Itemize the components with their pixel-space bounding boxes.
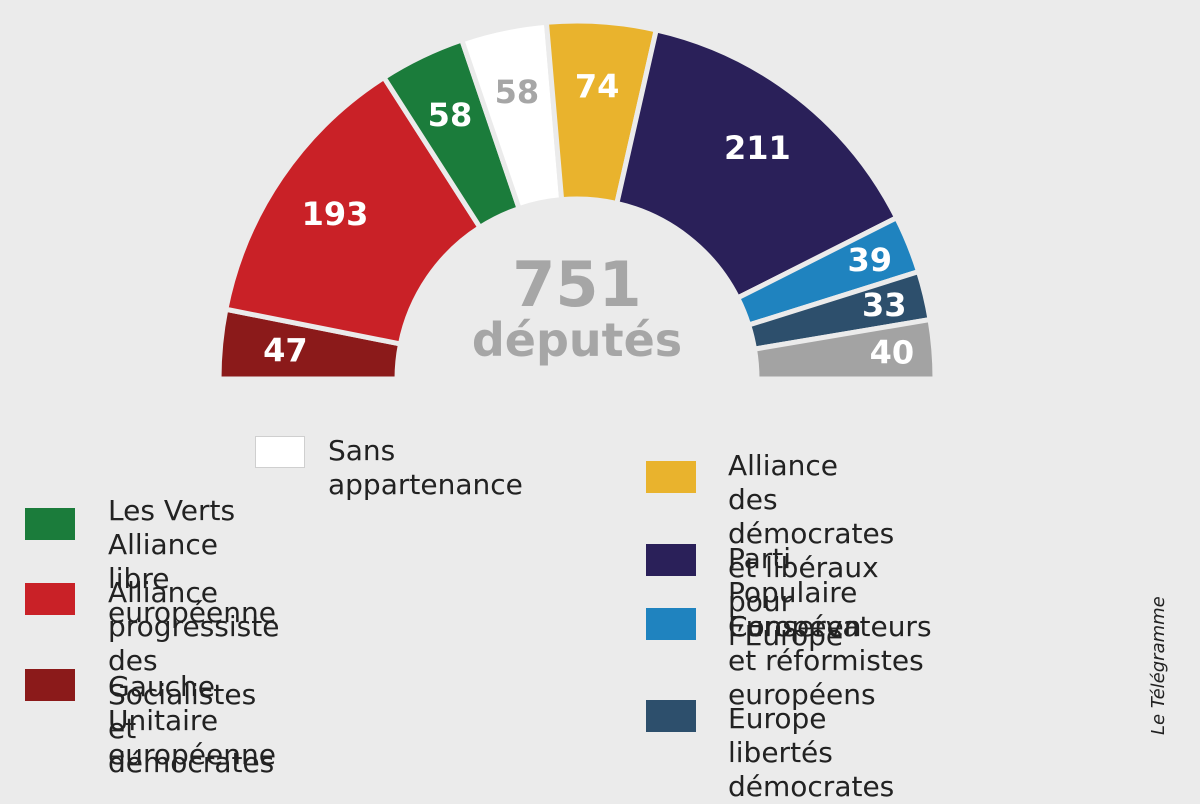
legend-swatch-sans-appartenance — [255, 436, 305, 468]
hemicycle-segment-value: 58 — [428, 96, 473, 134]
hemicycle-segment-value: 58 — [495, 73, 540, 111]
total-value: 751 — [512, 248, 641, 321]
hemicycle-chart: 47 193 58 58 74 211 39 33 40 751 députés — [216, 18, 938, 382]
legend-label-gue: Gauche Unitaire européenne — [108, 670, 276, 771]
legend-swatch-verts — [25, 508, 75, 540]
hemicycle-segment-labels: 47 193 58 58 74 211 39 33 40 — [263, 68, 914, 372]
legend-swatch-ecr — [646, 608, 696, 640]
hemicycle-segment-value: 33 — [862, 286, 907, 324]
legend-swatch-alde — [646, 461, 696, 493]
legend-label-ppe: Parti Populaire Européen — [728, 542, 862, 643]
legend-swatch-gue — [25, 669, 75, 701]
credit-text: Le Télégramme — [1148, 596, 1169, 735]
legend-swatch-enl — [646, 700, 696, 732]
legend-label-verts: Les Verts Alliance libre européenne — [108, 494, 276, 629]
hemicycle-segments — [216, 18, 938, 382]
hemicycle-segment — [222, 74, 484, 347]
legend-swatch-sd — [25, 583, 75, 615]
legend-label-enl: Europe libertés démocrates — [728, 702, 895, 803]
legend-label-sans-appartenance: Sans appartenance — [328, 434, 523, 501]
hemicycle-segment — [613, 26, 900, 302]
total-label: députés — [472, 313, 682, 367]
hemicycle-segment-value: 211 — [724, 129, 791, 167]
hemicycle-segment — [751, 316, 938, 382]
legend-swatch-ppe — [646, 544, 696, 576]
legend-label-alde: Alliance des démocrates et libéraux pour… — [728, 449, 895, 652]
hemicycle-segment-value: 193 — [302, 195, 369, 233]
hemicycle-segment-value: 39 — [847, 241, 892, 279]
hemicycle-segment-value: 47 — [263, 331, 308, 369]
legend-label-ecr: Conservateurs et réformistes européens — [728, 610, 932, 711]
hemicycle-segment-value: 40 — [870, 334, 915, 372]
hemicycle-segment-value: 74 — [575, 68, 620, 106]
